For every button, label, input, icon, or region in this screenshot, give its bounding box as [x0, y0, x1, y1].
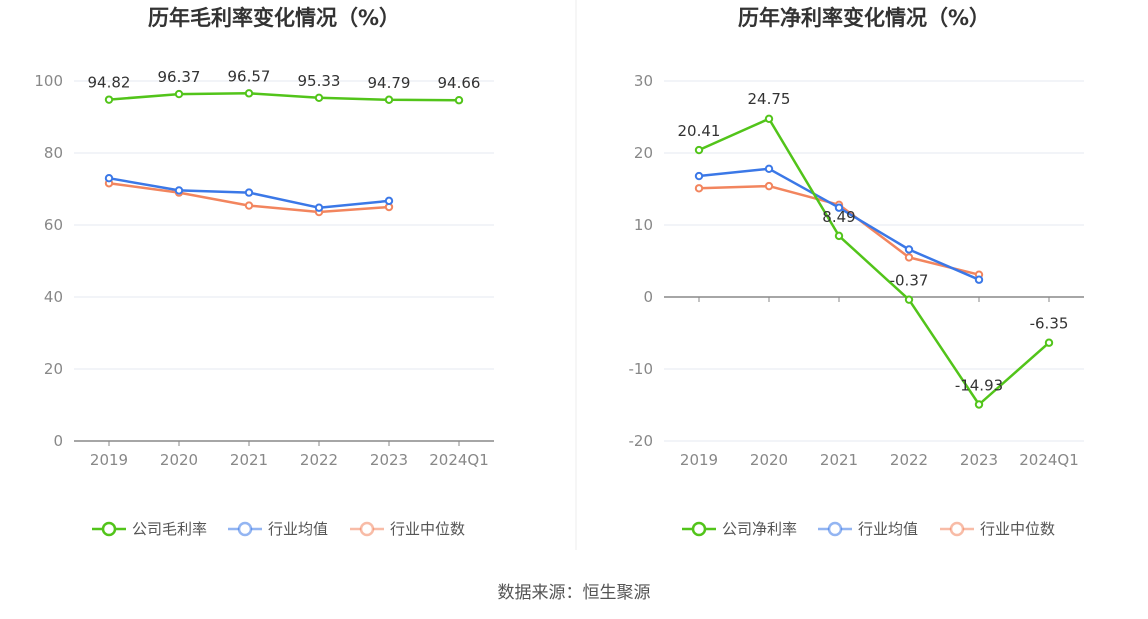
data-label: 94.82: [88, 74, 131, 92]
legend-label: 行业均值: [858, 520, 918, 538]
series-1-point: [314, 203, 324, 212]
legend-swatch-marker: [827, 521, 843, 537]
series-1-point: [694, 171, 704, 181]
legend-swatch-marker: [237, 521, 253, 537]
series-1-point: [384, 196, 394, 206]
y-tick-label: -10: [629, 360, 654, 378]
data-label: 94.79: [368, 74, 411, 92]
x-tick-label: 2021: [820, 451, 858, 469]
series-0-line: [108, 92, 460, 102]
series-0-point: [834, 231, 844, 241]
x-tick-label: 2024Q1: [1019, 451, 1079, 469]
series-2-point: [904, 253, 914, 262]
series-0-point: [454, 96, 464, 105]
y-tick-label: 20: [634, 144, 653, 162]
series-1-point: [244, 188, 254, 197]
series-0-point: [694, 145, 704, 155]
series-0-point: [174, 89, 184, 99]
y-tick-label: 80: [44, 144, 63, 162]
y-tick-label: 0: [643, 288, 653, 306]
x-tick-label: 2023: [370, 451, 408, 469]
data-label: 8.49: [822, 208, 855, 226]
x-tick-label: 2019: [680, 451, 718, 469]
y-tick-label: 100: [34, 72, 63, 90]
legend-label: 公司毛利率: [132, 520, 207, 538]
legend-swatch-marker: [101, 521, 117, 537]
y-tick-label: 20: [44, 360, 63, 378]
data-label: -0.37: [890, 272, 929, 290]
legend-label: 行业中位数: [390, 520, 465, 538]
net-margin-chart: 历年净利率变化情况（%） -20 -10 0 10 20 30 2019 2020 2021 202…: [629, 6, 1084, 538]
data-label: -14.93: [955, 376, 1003, 394]
series-0-point: [314, 93, 324, 103]
legend-swatch-marker: [949, 521, 965, 537]
y-tick-label: 60: [44, 216, 63, 234]
legend-item-0[interactable]: 公司净利率: [682, 520, 797, 538]
source-note: 数据来源：恒生聚源: [498, 583, 651, 603]
y-tick-label: 40: [44, 288, 63, 306]
chart-title: 历年净利率变化情况（%）: [738, 6, 990, 30]
gross-margin-chart: 历年毛利率变化情况（%） 0 20 40 60 80 100 2019 2020 2021 2022…: [34, 6, 494, 538]
y-tick-label: 10: [634, 216, 653, 234]
legend-label: 行业均值: [268, 520, 328, 538]
series-0-point: [904, 295, 914, 304]
legend-swatch-marker: [691, 521, 707, 537]
legend-item-2[interactable]: 行业中位数: [940, 520, 1055, 538]
chart-title: 历年毛利率变化情况（%）: [148, 6, 400, 30]
x-tick-label: 2020: [160, 451, 198, 469]
x-tick-label: 2019: [90, 451, 128, 469]
data-label: 24.75: [748, 90, 791, 108]
data-label: 96.57: [228, 67, 271, 85]
series-0-point: [104, 95, 114, 104]
data-label: -6.35: [1030, 315, 1069, 333]
series-2-point: [694, 184, 704, 193]
legend-item-1[interactable]: 行业均值: [818, 520, 918, 538]
series-2-point: [764, 181, 774, 191]
series-0-point: [1044, 338, 1054, 347]
legend-item-2[interactable]: 行业中位数: [350, 520, 465, 538]
data-label: 20.41: [678, 122, 721, 140]
series-1-point: [904, 245, 914, 254]
legend-label: 行业中位数: [980, 520, 1055, 538]
x-tick-label: 2022: [300, 451, 338, 469]
x-tick-label: 2020: [750, 451, 788, 469]
series-0-line: [698, 117, 1050, 406]
data-label: 94.66: [438, 74, 481, 92]
series-1-point: [974, 275, 984, 284]
series-0-point: [974, 400, 984, 409]
legend-item-0[interactable]: 公司毛利率: [92, 520, 207, 538]
x-tick-label: 2024Q1: [429, 451, 489, 469]
series-0-point: [764, 114, 774, 124]
legend-label: 公司净利率: [722, 520, 797, 538]
series-0-point: [384, 95, 394, 104]
y-tick-label: -20: [629, 432, 654, 450]
series-1-point: [834, 203, 844, 212]
x-tick-label: 2023: [960, 451, 998, 469]
x-tick-label: 2021: [230, 451, 268, 469]
x-tick-label: 2022: [890, 451, 928, 469]
legend-swatch-marker: [359, 521, 375, 537]
data-label: 96.37: [158, 68, 201, 86]
series-1-point: [104, 174, 114, 183]
series-1-point: [174, 186, 184, 195]
y-tick-label: 30: [634, 72, 653, 90]
y-tick-label: 0: [53, 432, 63, 450]
series-0-point: [244, 89, 254, 98]
series-2-point: [244, 201, 254, 210]
legend-item-1[interactable]: 行业均值: [228, 520, 328, 538]
data-label: 95.33: [298, 72, 341, 90]
series-1-point: [764, 164, 774, 174]
